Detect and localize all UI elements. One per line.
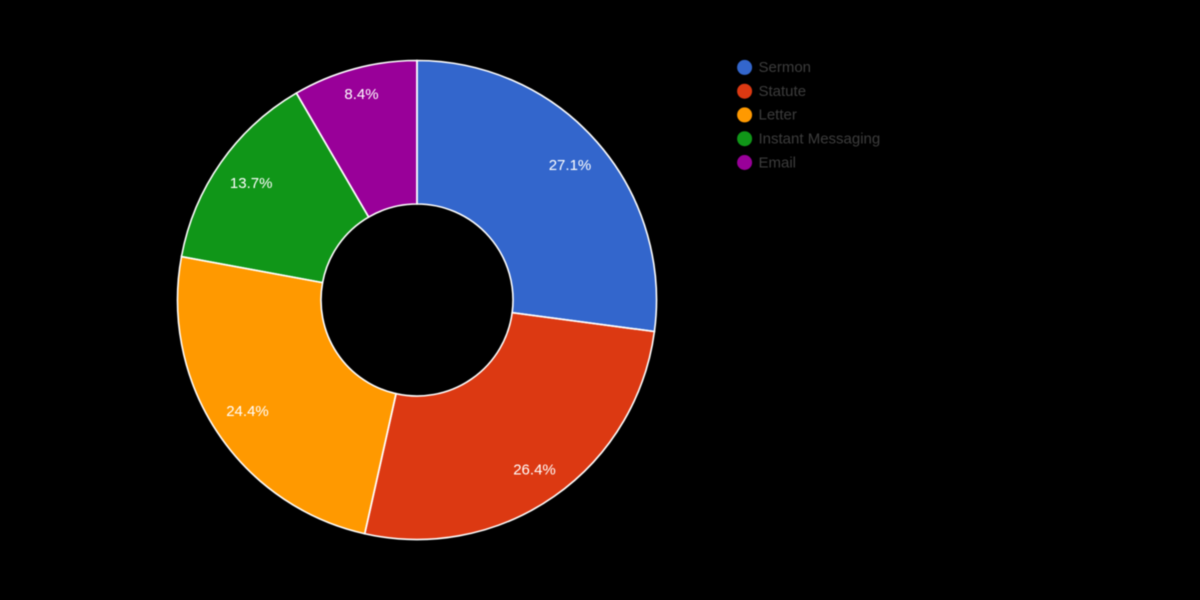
svg-text:Sermon: Sermon <box>759 59 812 76</box>
svg-text:Statute: Statute <box>759 83 807 100</box>
svg-text:24.4%: 24.4% <box>226 403 269 420</box>
svg-text:13.7%: 13.7% <box>230 175 273 192</box>
svg-text:27.1%: 27.1% <box>549 157 592 174</box>
svg-text:Email: Email <box>759 154 797 171</box>
svg-text:8.4%: 8.4% <box>344 86 378 103</box>
svg-text:Instant Messaging: Instant Messaging <box>759 131 881 148</box>
svg-text:Letter: Letter <box>759 107 797 124</box>
svg-text:26.4%: 26.4% <box>513 462 556 479</box>
